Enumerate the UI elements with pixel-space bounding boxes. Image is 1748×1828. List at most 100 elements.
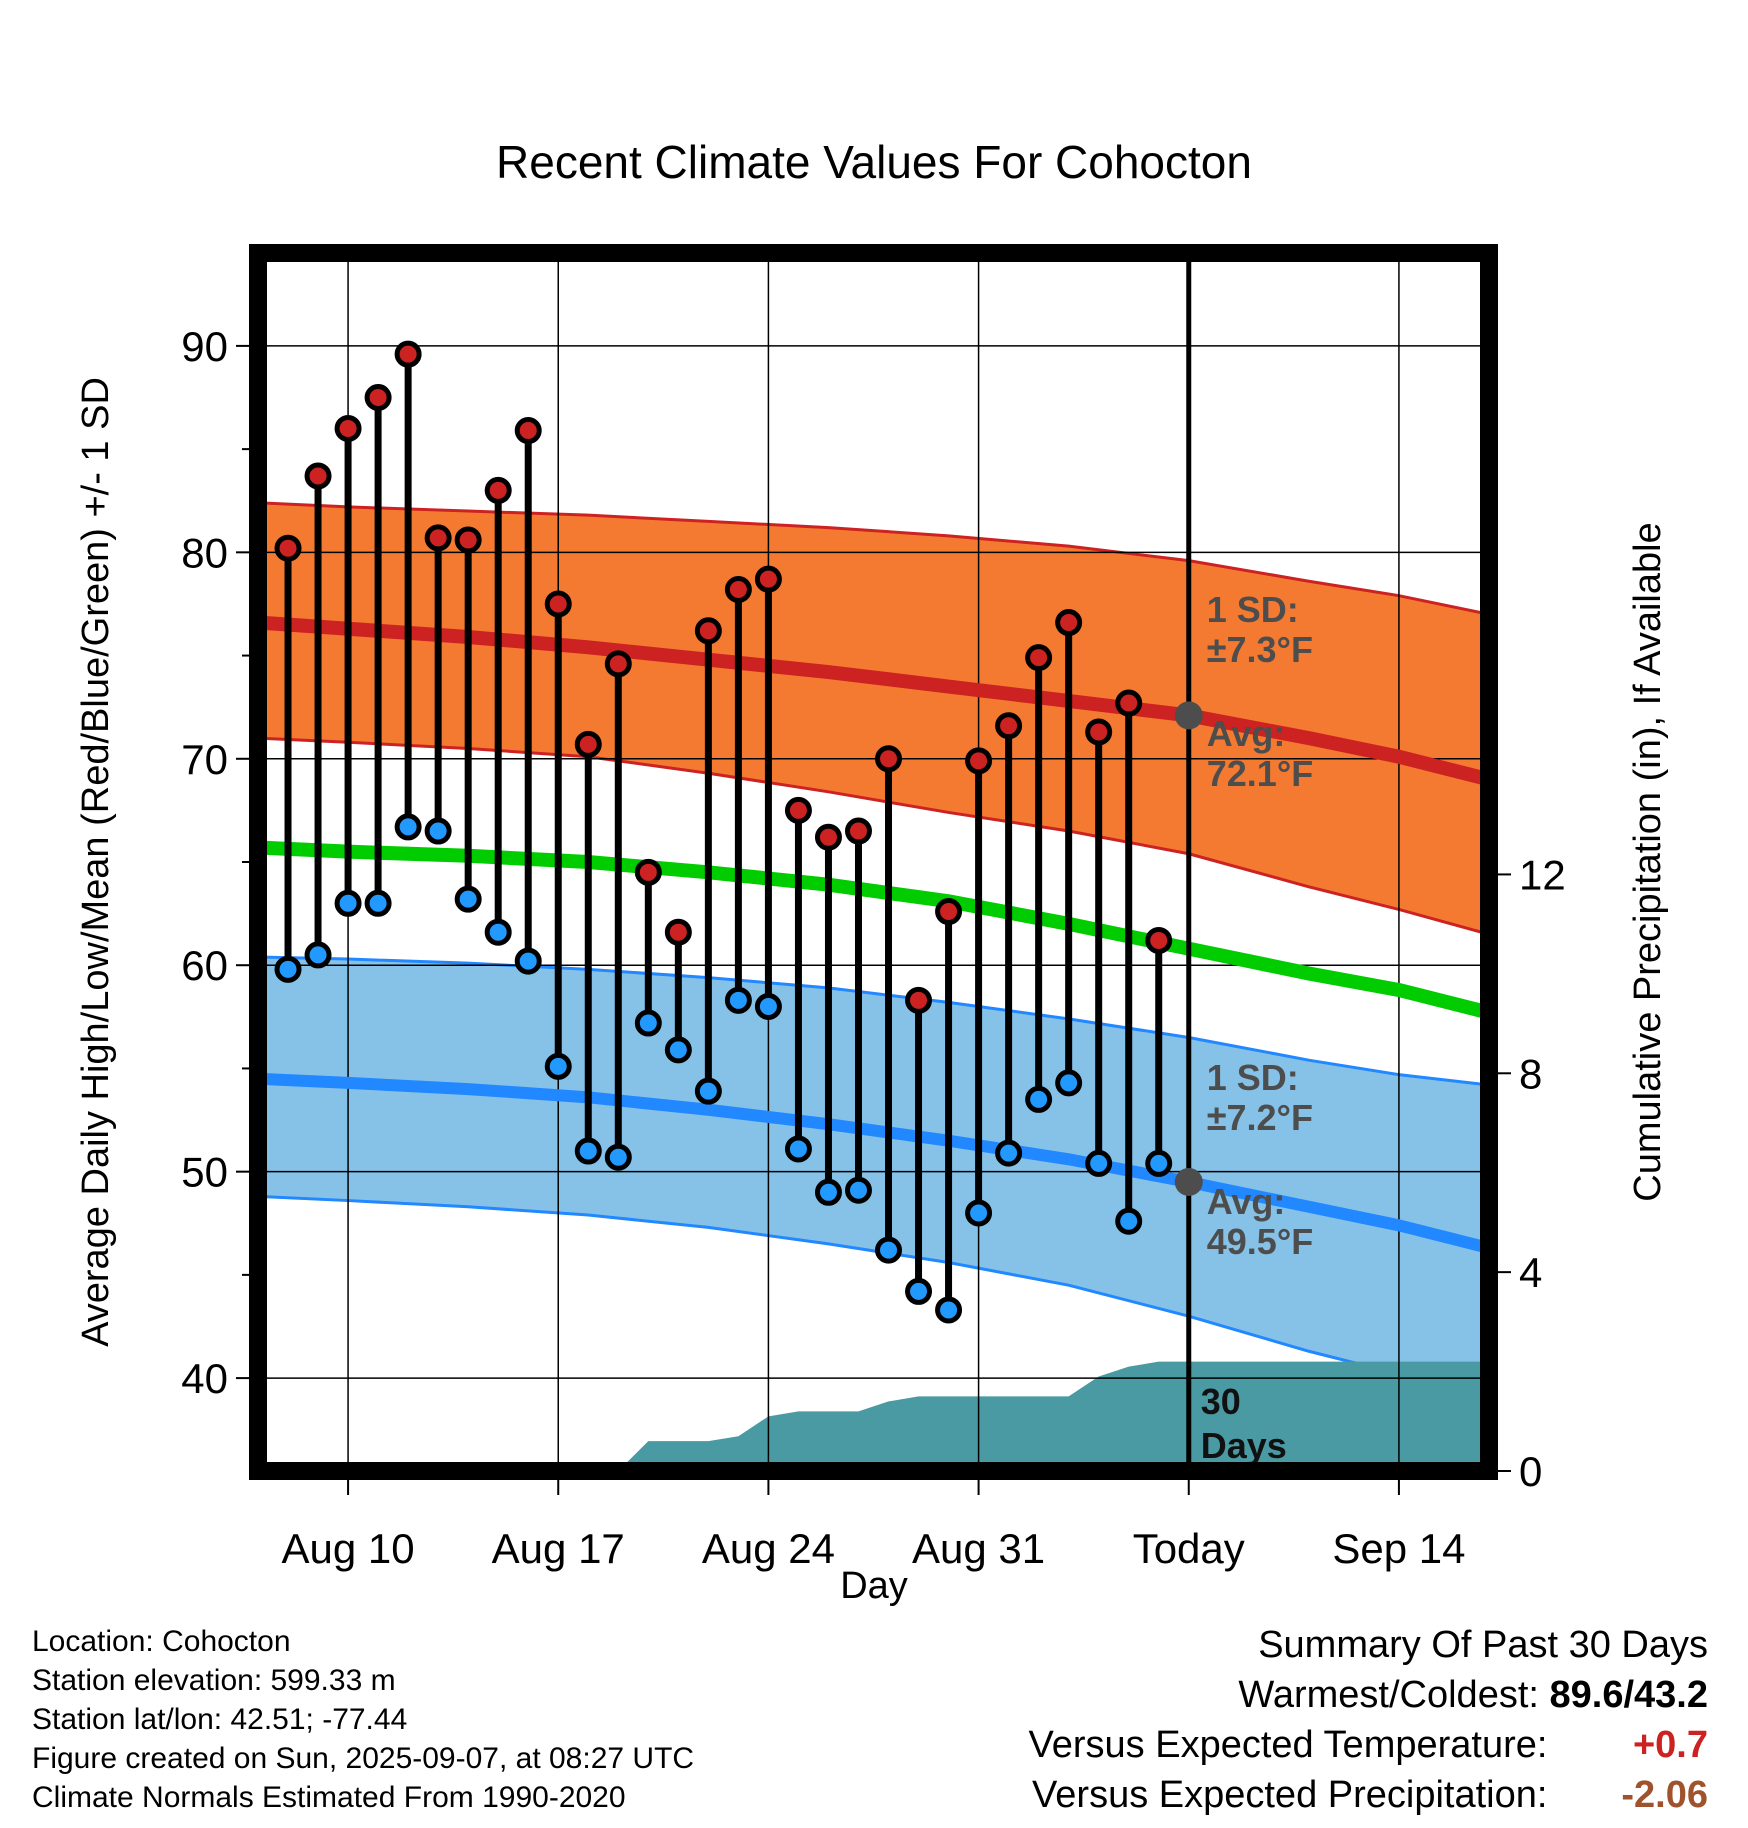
high-point-2	[334, 414, 362, 442]
low-point-8	[514, 947, 542, 975]
high-point-22	[935, 898, 963, 926]
meta-normals: Climate Normals Estimated From 1990-2020	[32, 1781, 626, 1814]
summary-temp-label: Versus Expected Temperature:	[1028, 1724, 1548, 1766]
low-point-13	[664, 1036, 692, 1064]
high-point-9	[544, 590, 572, 618]
low-point-27	[1085, 1149, 1113, 1177]
low-avg-label: Avg:	[1207, 1181, 1286, 1222]
avg-high-line	[257, 615, 1491, 787]
high-point-19	[844, 817, 872, 845]
x-axis-label: Day	[840, 1565, 908, 1607]
low-point-24	[995, 1139, 1023, 1167]
y-axis-label: Average Daily High/Low/Mean (Red/Blue/Gr…	[75, 377, 117, 1347]
summary-heading: Summary Of Past 30 Days	[1258, 1624, 1708, 1666]
y-tick-label-1: 50	[181, 1149, 228, 1196]
high-point-16	[754, 565, 782, 593]
high-point-10	[574, 730, 602, 758]
high-point-12	[634, 858, 662, 886]
summary-panel: Summary Of Past 30 Days Warmest/Coldest:…	[1029, 1620, 1708, 1820]
high-point-25	[1025, 644, 1053, 672]
high-point-26	[1055, 609, 1083, 637]
low-point-28	[1115, 1207, 1143, 1235]
high-point-28	[1115, 689, 1143, 717]
x-tick-label-4: Today	[1133, 1525, 1245, 1572]
low-point-25	[1025, 1085, 1053, 1113]
low-point-26	[1055, 1069, 1083, 1097]
high-point-6	[454, 526, 482, 554]
summary-warmest-row: Warmest/Coldest: 89.6/43.2	[1029, 1670, 1708, 1720]
summary-temp-row: Versus Expected Temperature: +0.7	[1029, 1720, 1708, 1770]
high-point-15	[724, 575, 752, 603]
low-point-14	[694, 1077, 722, 1105]
y2-tick-label-1: 4	[1519, 1249, 1542, 1296]
high-point-13	[664, 918, 692, 946]
station-metadata: Location: Cohocton Station elevation: 59…	[32, 1622, 694, 1817]
low-point-3	[364, 889, 392, 917]
high-point-1	[304, 462, 332, 490]
high-avg-value: 72.1°F	[1207, 753, 1313, 794]
low-sd-band	[258, 956, 1489, 1389]
low-point-21	[905, 1277, 933, 1305]
low-point-11	[604, 1143, 632, 1171]
x-tick-label-1: Aug 17	[492, 1525, 625, 1572]
low-point-6	[454, 885, 482, 913]
today-avg-low-marker	[1174, 1167, 1203, 1196]
y2-tick-label-2: 8	[1519, 1050, 1542, 1097]
low-point-2	[334, 889, 362, 917]
summary-warmest-value: 89.6/43.2	[1549, 1674, 1708, 1716]
high-point-11	[604, 650, 632, 678]
high-upper-edge	[258, 501, 1489, 616]
meta-latlon: Station lat/lon: 42.51; -77.44	[32, 1703, 408, 1736]
high-point-18	[814, 823, 842, 851]
precip-window-label: 30	[1201, 1381, 1241, 1422]
low-avg-value: 49.5°F	[1207, 1221, 1313, 1262]
summary-precip-row: Versus Expected Precipitation: -2.06	[1029, 1770, 1708, 1820]
chart-title: Recent Climate Values For Cohocton	[496, 136, 1252, 188]
high-point-14	[694, 617, 722, 645]
y-tick-label-0: 40	[181, 1355, 228, 1402]
low-point-23	[965, 1199, 993, 1227]
high-point-20	[875, 745, 903, 773]
today-avg-high-marker	[1174, 701, 1203, 730]
y2-tick-label-3: 12	[1519, 851, 1566, 898]
high-point-23	[965, 747, 993, 775]
high-point-0	[274, 534, 302, 562]
high-point-21	[905, 986, 933, 1014]
high-sd-label: 1 SD:	[1207, 589, 1299, 630]
meta-elevation: Station elevation: 599.33 m	[32, 1664, 396, 1697]
high-point-5	[424, 524, 452, 552]
low-point-18	[814, 1178, 842, 1206]
y2-axis-label: Cumulative Precipitation (in), If Availa…	[1627, 522, 1669, 1201]
high-sd-value: ±7.3°F	[1207, 629, 1313, 670]
summary-temp-value: +0.7	[1632, 1724, 1708, 1766]
meta-location: Location: Cohocton	[32, 1625, 291, 1658]
high-point-7	[484, 476, 512, 504]
low-point-19	[844, 1176, 872, 1204]
high-point-17	[784, 796, 812, 824]
plot-frame	[249, 244, 1498, 1480]
x-tick-label-5: Sep 14	[1332, 1525, 1465, 1572]
high-point-4	[394, 340, 422, 368]
low-point-10	[574, 1137, 602, 1165]
summary-warmest-label: Warmest/Coldest:	[1238, 1674, 1539, 1716]
low-sd-label: 1 SD:	[1207, 1057, 1299, 1098]
low-sd-value: ±7.2°F	[1207, 1097, 1313, 1138]
low-point-5	[424, 817, 452, 845]
high-point-27	[1085, 718, 1113, 746]
low-point-20	[875, 1236, 903, 1264]
low-point-0	[274, 955, 302, 983]
low-point-17	[784, 1135, 812, 1163]
meta-created: Figure created on Sun, 2025-09-07, at 08…	[32, 1742, 695, 1775]
summary-precip-label: Versus Expected Precipitation:	[1032, 1774, 1548, 1816]
y-tick-label-2: 60	[181, 942, 228, 989]
climate-chart: Recent Climate Values For Cohocton 1 SD:…	[75, 136, 1669, 1607]
summary-precip-value: -2.06	[1621, 1774, 1708, 1816]
low-point-29	[1145, 1149, 1173, 1177]
high-point-29	[1145, 926, 1173, 954]
high-point-8	[514, 417, 542, 445]
low-point-1	[304, 941, 332, 969]
y-tick-label-4: 80	[181, 529, 228, 576]
y-tick-label-5: 90	[181, 323, 228, 370]
low-point-12	[634, 1009, 662, 1037]
x-tick-label-3: Aug 31	[912, 1525, 1045, 1572]
